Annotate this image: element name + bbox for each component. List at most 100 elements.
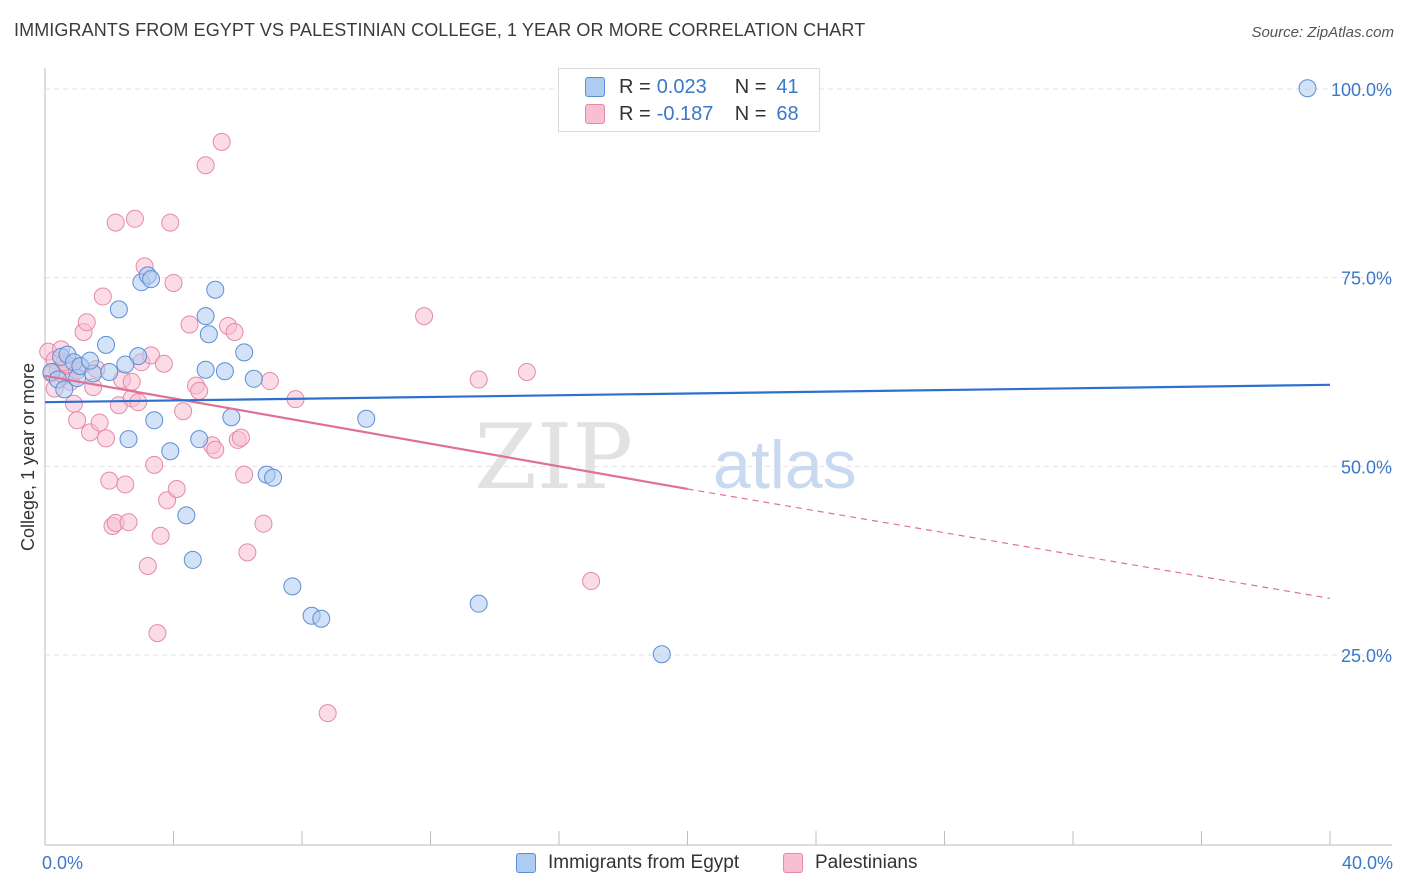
watermark: ZIP atlas	[474, 405, 856, 510]
pal-legend-label: Palestinians	[815, 852, 918, 873]
pal-point	[148, 624, 167, 643]
egypt-legend-label: Immigrants from Egypt	[548, 852, 740, 873]
egypt-point	[97, 335, 116, 354]
egypt-point	[312, 609, 331, 628]
pal-point	[161, 213, 180, 232]
pal-point	[106, 213, 125, 232]
pal-trend-extension	[687, 488, 1331, 599]
pal-point	[231, 428, 250, 447]
y-tick-label: 50.0%	[1341, 457, 1392, 477]
watermark-atlas: atlas	[713, 427, 857, 503]
trend-lines	[44, 374, 1331, 599]
egypt-n-value: 41	[776, 75, 799, 98]
y-axis-label: College, 1 year or more	[18, 363, 38, 551]
correlation-legend: R = 0.023 N = 41 R = -0.187 N = 68	[558, 68, 820, 132]
pal-point	[235, 465, 254, 484]
egypt-point	[119, 430, 138, 449]
egypt-point	[109, 300, 128, 319]
y-tick-label: 100.0%	[1331, 80, 1392, 100]
egypt-points	[42, 79, 1317, 664]
gridlines	[45, 88, 1392, 656]
pal-point	[180, 315, 199, 334]
pal-n-label: N =	[734, 102, 767, 125]
pal-point	[154, 354, 173, 373]
egypt-point	[264, 468, 283, 487]
x-tick-label: 0.0%	[42, 853, 83, 873]
legend-item-pal[interactable]: Palestinians	[783, 852, 917, 874]
pal-point	[145, 455, 164, 474]
egypt-swatch	[585, 77, 605, 97]
pal-point	[68, 411, 87, 430]
egypt-point	[469, 594, 488, 613]
pal-point	[90, 413, 109, 432]
pal-point	[582, 572, 601, 591]
egypt-point	[652, 645, 671, 664]
watermark-zip: ZIP	[474, 405, 633, 510]
egypt-point	[190, 430, 209, 449]
egypt-point	[235, 343, 254, 362]
source-label: Source: ZipAtlas.com	[1251, 24, 1394, 41]
egypt-r-value: 0.023	[656, 75, 707, 98]
pal-legend-swatch	[783, 853, 803, 873]
egypt-point	[283, 577, 302, 596]
egypt-point	[244, 369, 263, 388]
pal-point	[196, 156, 215, 175]
egypt-n-label: N =	[734, 75, 767, 98]
axes	[44, 68, 1392, 846]
legend-row-pal: R = -0.187 N = 68	[585, 102, 846, 126]
egypt-point	[196, 307, 215, 326]
egypt-point	[206, 280, 225, 299]
y-tick-label: 25.0%	[1341, 646, 1392, 666]
egypt-point	[161, 442, 180, 461]
chart-title: IMMIGRANTS FROM EGYPT VS PALESTINIAN COL…	[14, 20, 866, 40]
egypt-legend-swatch	[516, 853, 536, 873]
pal-trend-line	[44, 374, 688, 491]
egypt-point	[215, 362, 234, 381]
pal-point	[190, 381, 209, 400]
pal-point	[254, 514, 273, 533]
pal-point	[122, 372, 141, 391]
egypt-point	[129, 347, 148, 366]
legend-item-egypt[interactable]: Immigrants from Egypt	[516, 852, 739, 874]
pal-swatch	[585, 104, 605, 124]
pal-point	[125, 209, 144, 228]
pal-point	[238, 543, 257, 562]
pal-r-label: R =	[619, 102, 651, 125]
pal-point	[100, 471, 119, 490]
pal-point	[318, 704, 337, 723]
pal-point	[469, 370, 488, 389]
legend-row-egypt: R = 0.023 N = 41	[585, 75, 846, 99]
pal-point	[517, 363, 536, 381]
pal-point	[93, 287, 112, 306]
egypt-r-label: R =	[619, 75, 651, 98]
series-legend: Immigrants from Egypt Palestinians	[0, 852, 1406, 876]
egypt-trend-line	[44, 383, 1331, 404]
pal-point	[64, 394, 83, 413]
pal-point	[129, 393, 148, 412]
pal-point	[77, 313, 96, 332]
egypt-point	[80, 351, 99, 370]
pal-point	[97, 429, 116, 448]
egypt-point	[222, 408, 241, 427]
pal-point	[174, 402, 193, 421]
egypt-point	[116, 355, 135, 374]
pal-point	[119, 513, 138, 532]
pal-r-value: -0.187	[656, 102, 714, 125]
pal-point	[164, 273, 183, 292]
pal-point	[206, 440, 225, 459]
palestinians-points	[39, 132, 601, 723]
egypt-point	[142, 270, 161, 289]
egypt-point	[55, 380, 74, 399]
egypt-point	[177, 506, 196, 525]
pal-point	[138, 556, 157, 575]
egypt-point	[183, 550, 202, 569]
egypt-point	[1298, 79, 1317, 98]
y-tick-label: 75.0%	[1341, 269, 1392, 289]
pal-point	[415, 307, 434, 326]
egypt-point	[199, 325, 218, 344]
pal-point	[151, 526, 170, 545]
pal-point	[225, 323, 244, 342]
tick-labels: 25.0% 50.0% 75.0% 100.0% 0.0% 40.0%	[42, 80, 1393, 873]
pal-point	[116, 475, 135, 494]
